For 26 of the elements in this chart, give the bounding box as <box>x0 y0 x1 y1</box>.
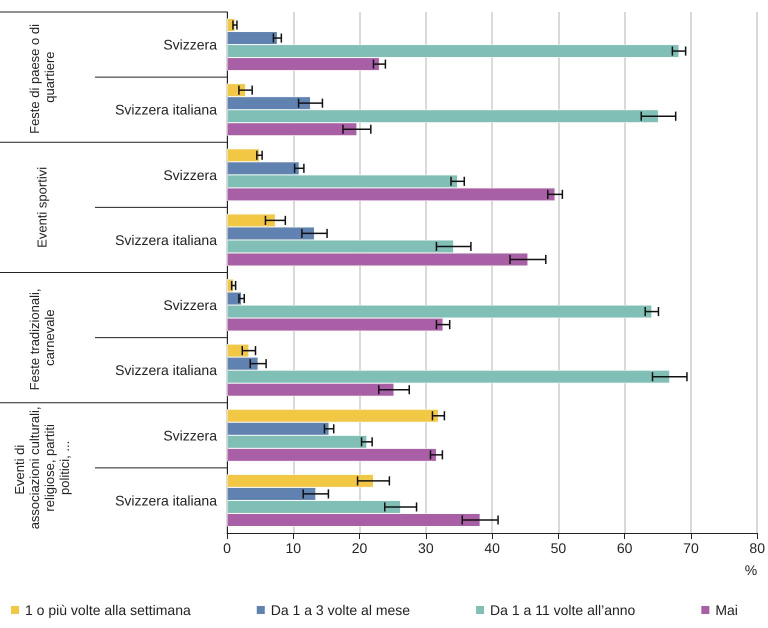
y-tick-label: Svizzera italiana <box>115 492 218 508</box>
x-tick-label: 60 <box>616 540 633 556</box>
x-axis-title: % <box>744 562 758 578</box>
y-tick-label: Svizzera <box>163 36 218 53</box>
legend-label: Da 1 a 3 volte al mese <box>270 602 410 618</box>
legend-label: 1 o più volte alla settimana <box>25 602 191 618</box>
x-tick-label: 10 <box>285 540 302 556</box>
y-tick-label: Svizzera <box>163 427 218 444</box>
y-tick-label: Svizzera <box>163 166 218 183</box>
text: Eventi sportivi <box>34 166 50 248</box>
x-tick-label: 30 <box>418 540 434 556</box>
legend-label: Da 1 a 11 volte all’anno <box>490 602 636 618</box>
x-tick-label: 70 <box>683 540 699 556</box>
x-tick-label: 40 <box>484 540 500 556</box>
legend-label: Mai <box>715 602 738 618</box>
y-tick-label: Svizzera italiana <box>115 232 218 248</box>
x-tick-label: 80 <box>749 540 766 556</box>
text: Feste di paese o di quartiere <box>27 20 57 134</box>
x-tick-label: 0 <box>223 540 232 556</box>
text: Eventi di associazioni culturali, religiose, partiti politici, ... <box>12 406 72 530</box>
y-tick-label: Svizzera italiana <box>115 102 218 118</box>
y-tick-label: Svizzera <box>163 297 218 314</box>
x-tick-label: 20 <box>352 540 368 556</box>
text: Feste tradizionali, carnevale <box>27 284 57 390</box>
x-tick-label: 50 <box>550 540 566 556</box>
y-tick-label: Svizzera italiana <box>115 362 218 378</box>
